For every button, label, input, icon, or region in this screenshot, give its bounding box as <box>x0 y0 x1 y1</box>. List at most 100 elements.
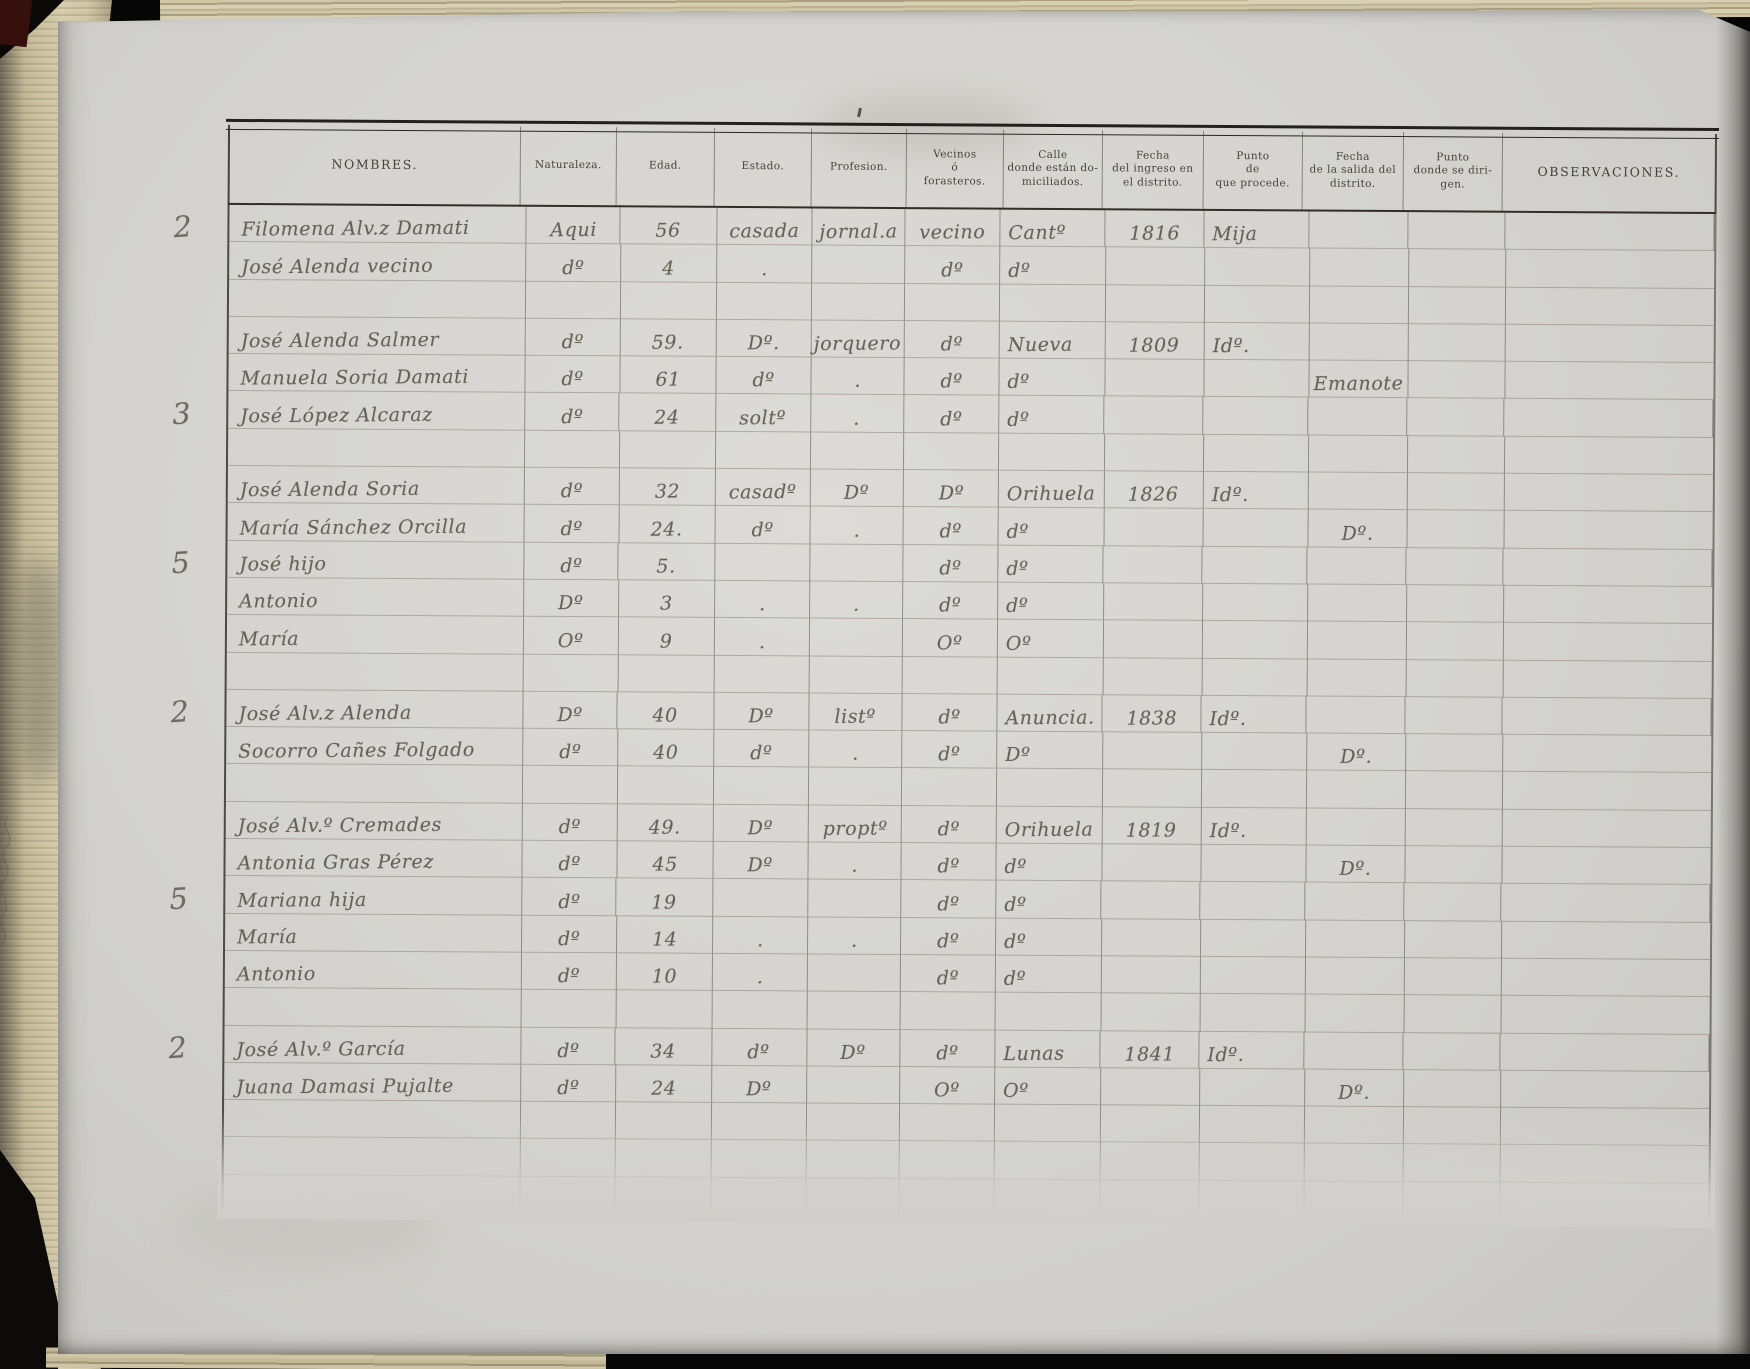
handwritten-entry: 1838 <box>1125 707 1177 730</box>
handwritten-entry: Cantº <box>1008 221 1067 245</box>
cell-calle: dº <box>1000 246 1106 285</box>
cell-punto_dirigen <box>1403 1107 1502 1146</box>
cell-fecha_ingreso: 1841 <box>1100 1030 1200 1069</box>
cell-edad <box>617 766 714 805</box>
handwritten-entry: . <box>853 407 861 430</box>
handwritten-entry: dº <box>1004 893 1027 916</box>
cell-vecinos: dº <box>900 954 997 993</box>
cell-calle: Oº <box>995 1067 1101 1106</box>
handwritten-entry: dº <box>560 517 583 540</box>
cell-punto_procede <box>1203 397 1309 436</box>
cell-fecha_salida <box>1305 957 1405 996</box>
cell-fecha_ingreso <box>1099 1179 1200 1218</box>
cell-fecha_ingreso <box>1104 434 1204 472</box>
cell-punto_dirigen <box>1408 324 1506 362</box>
scanned-register-page: NOMBRES. Naturaleza. Edad. Estado. Profe… <box>58 10 1750 1354</box>
cell-nombre: Socorro Cañes Folgado <box>226 727 524 767</box>
household-count: 5 <box>170 545 192 581</box>
cell-naturaleza <box>520 1176 616 1215</box>
handwritten-entry: dº <box>938 743 961 766</box>
cell-fecha_ingreso <box>1103 657 1203 696</box>
handwritten-entry: 1819 <box>1125 819 1177 842</box>
cell-punto_dirigen <box>1408 212 1506 251</box>
cell-fecha_salida <box>1308 435 1409 474</box>
handwritten-entry: dº <box>556 1039 580 1062</box>
cell-profesion <box>807 991 901 1030</box>
handwritten-entry: dº <box>560 405 584 428</box>
table-header-row: NOMBRES. Naturaleza. Edad. Estado. Profe… <box>227 124 1718 214</box>
handwritten-entry: dº <box>1004 967 1027 991</box>
cell-calle <box>995 992 1102 1031</box>
cell-naturaleza <box>526 281 621 320</box>
handwritten-entry: . <box>851 855 859 878</box>
cell-vecinos <box>902 768 998 807</box>
handwritten-entry: dº <box>557 965 581 988</box>
cell-naturaleza <box>523 766 618 805</box>
handwritten-entry: 1841 <box>1123 1043 1175 1066</box>
cell-estado: . <box>712 953 809 992</box>
cell-fecha_ingreso: 1826 <box>1104 471 1204 510</box>
handwritten-entry: dº <box>559 741 582 764</box>
cell-fecha_ingreso: 1816 <box>1105 210 1205 249</box>
handwritten-entry: José Alv.º Cremades <box>237 813 442 838</box>
cell-fecha_salida <box>1304 1143 1404 1182</box>
cell-calle: Oº <box>998 619 1104 658</box>
cell-estado: Dº <box>713 692 810 731</box>
cell-observaciones <box>1503 660 1712 699</box>
handwritten-entry: dº <box>938 557 962 580</box>
cell-vecinos: dº <box>902 731 998 770</box>
cell-nombre: José López Alcaraz <box>228 391 526 431</box>
handwritten-entry: Anuncia. <box>1005 706 1095 730</box>
cell-nombre: José hijo <box>227 540 525 580</box>
header-fecha-ingreso: Fecha del ingreso en el distrito. <box>1102 130 1205 209</box>
header-nombres: NOMBRES. <box>229 124 522 205</box>
cell-punto_dirigen <box>1404 883 1502 922</box>
cell-punto_procede <box>1200 919 1306 958</box>
cell-punto_procede <box>1200 994 1306 1033</box>
cell-punto_procede <box>1203 434 1309 473</box>
handwritten-entry: . <box>853 519 861 542</box>
cell-vecinos: dº <box>901 917 997 956</box>
household-count: 5 <box>168 880 190 916</box>
handwritten-entry: Idº. <box>1211 484 1249 507</box>
cell-fecha_salida <box>1305 994 1405 1033</box>
handwritten-entry: María Sánchez Orcilla <box>239 515 468 540</box>
handwritten-entry: . <box>852 593 860 617</box>
cell-edad: 24 <box>619 393 716 432</box>
household-count: 3 <box>171 395 193 431</box>
cell-observaciones <box>1504 585 1713 625</box>
cell-edad <box>619 431 717 469</box>
cell-naturaleza: dº <box>525 393 620 432</box>
cell-observaciones <box>1500 1033 1710 1072</box>
household-count: 2 <box>167 1029 189 1066</box>
cell-nombre: María <box>225 913 523 953</box>
handwritten-entry: . <box>758 593 766 616</box>
handwritten-entry: Dº <box>746 1078 772 1101</box>
cell-fecha_salida <box>1306 770 1406 809</box>
handwritten-entry: dº <box>1008 259 1031 282</box>
handwritten-entry: 1809 <box>1128 334 1180 357</box>
cell-fecha_salida <box>1304 1106 1404 1145</box>
handwritten-entry: dº <box>557 890 581 913</box>
header-label: Naturaleza. <box>534 158 602 172</box>
handwritten-entry: Dº <box>747 817 774 840</box>
handwritten-entry: Antonio <box>236 963 316 986</box>
handwritten-entry: . <box>758 630 766 653</box>
household-count: 2 <box>169 694 191 730</box>
cell-edad: 4 <box>620 244 718 283</box>
cell-observaciones <box>1505 287 1715 326</box>
page-edge-right <box>1716 10 1750 1354</box>
cell-fecha_salida <box>1307 547 1407 586</box>
handwritten-entry: 19 <box>651 891 678 914</box>
handwritten-entry: José Alenda Soria <box>239 478 420 502</box>
cell-naturaleza: dº <box>522 915 617 954</box>
handwritten-entry: dº <box>1007 408 1030 431</box>
cell-fecha_salida <box>1305 882 1405 921</box>
handwritten-entry: proptº <box>822 817 888 841</box>
handwritten-entry: Idº. <box>1212 335 1250 358</box>
cell-vecinos: dº <box>904 320 1001 359</box>
cell-edad <box>618 654 715 693</box>
cell-estado: dº <box>716 357 812 395</box>
header-label: Punto de que procede. <box>1215 149 1290 190</box>
cell-estado: Dº <box>713 804 809 843</box>
